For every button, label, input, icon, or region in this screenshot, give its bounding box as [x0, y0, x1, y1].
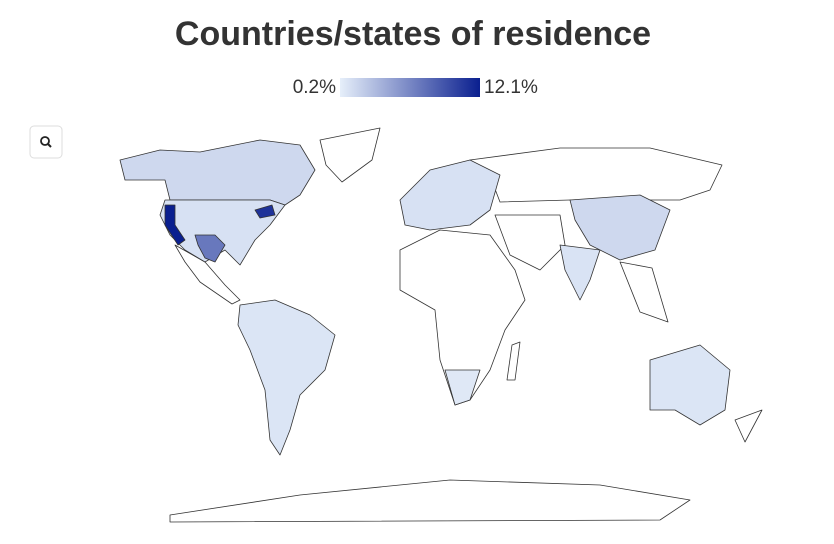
regions — [119, 139, 731, 456]
legend-max-label: 12.1% — [484, 77, 538, 98]
greenland — [319, 127, 381, 183]
mexico — [174, 244, 241, 305]
canada — [119, 139, 316, 206]
russia — [469, 147, 723, 203]
search-icon[interactable] — [40, 136, 50, 146]
australia — [649, 344, 731, 426]
new-york — [254, 204, 276, 219]
legend-min-label: 0.2% — [293, 77, 336, 98]
zoom-button[interactable] — [29, 125, 63, 159]
search-icon-handle[interactable] — [47, 143, 52, 148]
chart-title: Countries/states of residence — [175, 15, 651, 53]
texas — [194, 234, 226, 263]
california — [164, 204, 186, 246]
zoom-button-bg[interactable] — [29, 125, 63, 159]
india — [559, 244, 601, 301]
legend: 0.2% 12.1% — [293, 77, 538, 98]
base-land — [169, 127, 763, 523]
china — [569, 194, 671, 261]
southeast-asia — [619, 261, 669, 323]
south-africa — [444, 369, 481, 406]
africa — [399, 229, 526, 406]
new-zealand — [734, 409, 763, 443]
middle-east — [494, 214, 566, 271]
madagascar — [506, 341, 521, 381]
south-america — [237, 299, 336, 456]
united-states — [159, 199, 286, 266]
antarctica — [169, 479, 691, 523]
europe — [399, 159, 501, 231]
colorbar — [340, 78, 480, 97]
